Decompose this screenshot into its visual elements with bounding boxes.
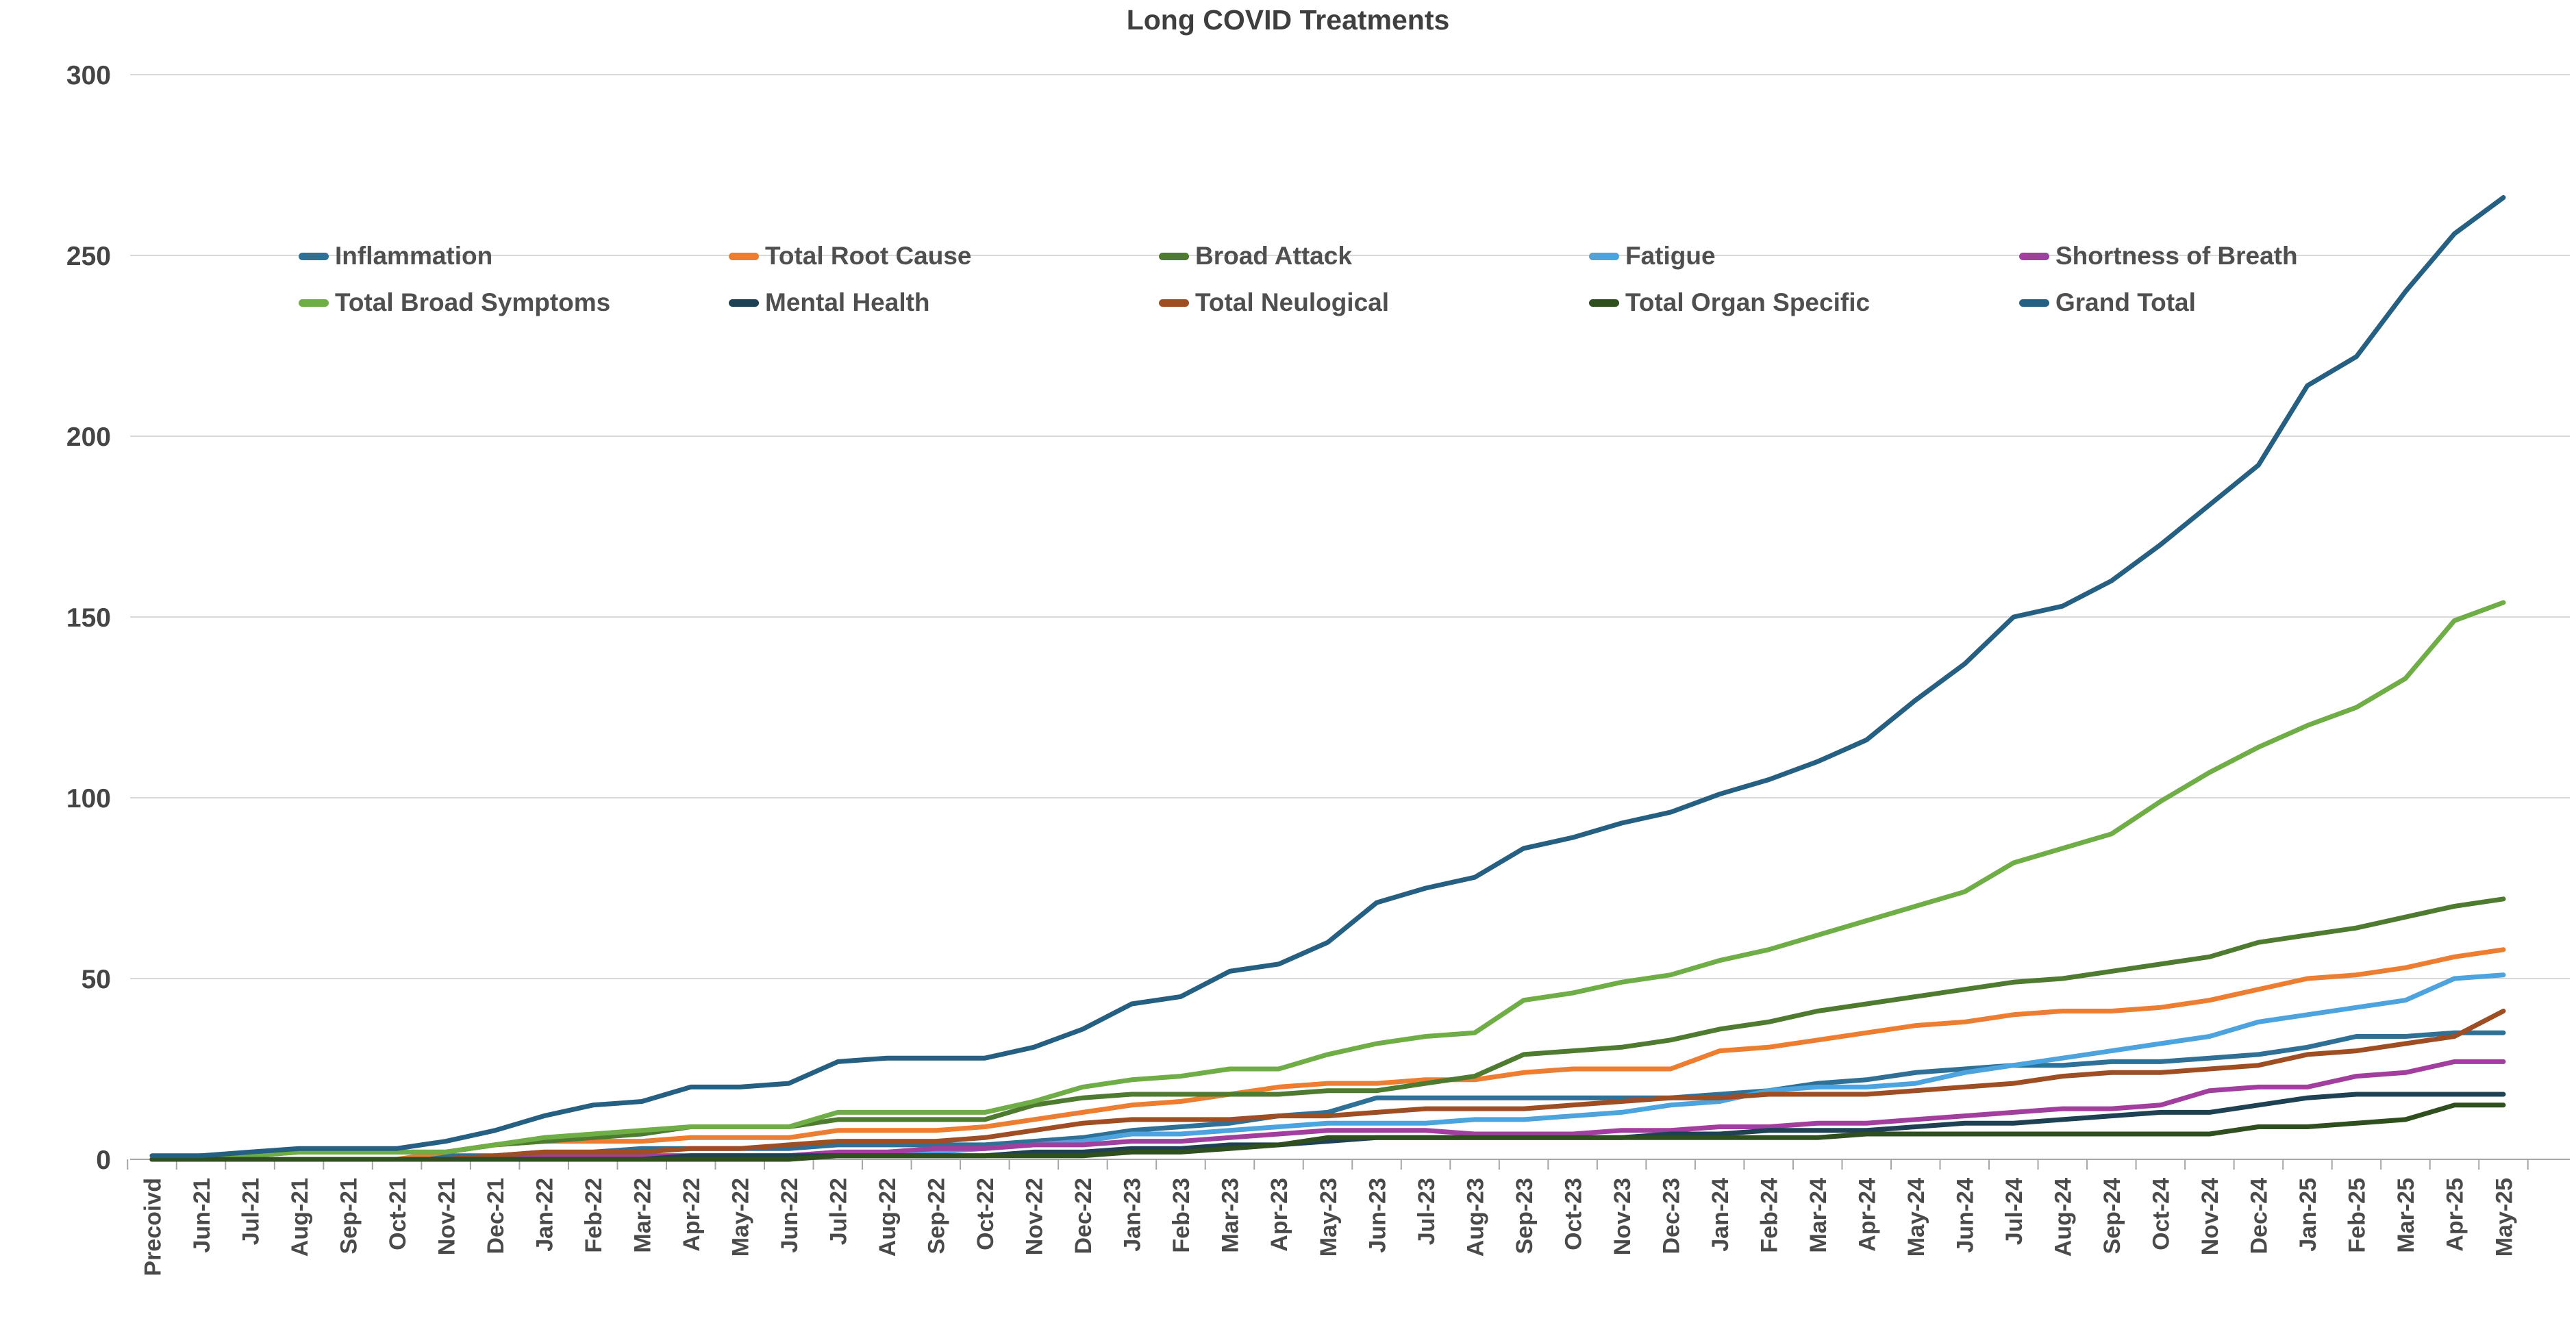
x-axis-tick-label: Jan-22 [532,1178,558,1252]
x-axis-tick-label: Oct-24 [2149,1178,2175,1250]
x-axis-tick-label: Sep-22 [924,1178,950,1255]
legend-label: Shortness of Breath [2055,242,2298,270]
x-axis-tick-label: Jan-23 [1120,1178,1146,1252]
legend-swatch-total-broad-symptoms [299,299,329,307]
legend-item-broad-attack: Broad Attack [1159,241,1589,271]
legend-item-mental-health: Mental Health [729,288,1159,318]
x-axis-tick-label: Nov-21 [434,1178,460,1255]
y-axis-tick-label: 50 [82,965,111,994]
x-axis-tick-label: Mar-23 [1218,1178,1244,1253]
x-axis-tick-label: May-22 [727,1178,753,1257]
x-axis-tick-label: Jan-24 [1708,1178,1734,1252]
x-axis-tick-label: Apr-25 [2442,1178,2468,1252]
x-axis-tick-label: Nov-24 [2197,1178,2223,1255]
chart-title: Long COVID Treatments [1126,4,1450,36]
x-axis-tick-label: Mar-25 [2393,1178,2419,1253]
legend-label: Total Neulogical [1195,288,1390,316]
x-axis-tick-label: Jun-22 [777,1178,803,1253]
x-axis-tick-label: Aug-23 [1462,1178,1488,1257]
legend-swatch-grand-total [2019,299,2049,307]
x-axis-tick-label: Mar-22 [629,1178,655,1253]
legend-item-grand-total: Grand Total [2019,288,2449,318]
x-axis-tick-label: Precoivd [140,1178,166,1276]
x-axis-tick-label: Jun-24 [1953,1178,1979,1253]
legend-item-total-root-cause: Total Root Cause [729,241,1159,271]
x-axis-tick-label: May-25 [2491,1178,2517,1257]
series-line-total-organ-specific [149,1102,2506,1162]
x-axis-tick-label: Nov-23 [1610,1178,1636,1255]
x-axis-tick-label: Oct-23 [1560,1178,1586,1250]
series-line-total-broad-symptoms [149,600,2506,1162]
x-axis-tick-label: Feb-24 [1756,1178,1782,1253]
x-axis-tick-label: Dec-23 [1658,1178,1684,1255]
legend-swatch-inflammation [299,252,329,260]
legend-item-fatigue: Fatigue [1589,241,2019,271]
x-axis-tick-label: Aug-22 [875,1178,901,1257]
y-axis-tick-label: 250 [66,242,111,271]
y-axis-tick-label: 150 [66,603,111,633]
legend-item-total-organ-specific: Total Organ Specific [1589,288,2019,318]
legend-label: Grand Total [2055,288,2196,316]
x-axis-tick-label: Jul-22 [826,1178,852,1245]
x-axis-tick-label: May-24 [1903,1178,1929,1257]
x-axis-tick-label: Feb-23 [1168,1178,1195,1253]
x-axis-tick-label: Jan-25 [2295,1178,2321,1252]
legend-swatch-total-neulogical [1159,299,1189,307]
legend-item-total-broad-symptoms: Total Broad Symptoms [299,288,729,318]
legend-swatch-total-root-cause [729,252,759,260]
legend-label: Mental Health [765,288,930,316]
x-axis-tick-label: Aug-21 [287,1178,313,1257]
y-axis-tick-label: 200 [66,423,111,452]
series-line-broad-attack [149,896,2506,1162]
legend-item-shortness-of-breath: Shortness of Breath [2019,241,2449,271]
legend: Inflammation Total Root Cause Broad Attack… [299,241,2449,318]
x-axis-tick-label: Feb-22 [581,1178,607,1253]
x-axis-tick-label: Dec-21 [483,1178,509,1255]
x-axis-tick-label: Jun-23 [1364,1178,1390,1253]
x-axis-tick-label: Oct-21 [385,1178,411,1250]
legend-swatch-broad-attack [1159,252,1189,260]
legend-label: Fatigue [1625,242,1716,270]
y-axis-tick-label: 300 [66,61,111,90]
legend-swatch-total-organ-specific [1589,299,1619,307]
y-axis-tick-label: 100 [66,784,111,814]
x-axis-tick-label: Dec-24 [2247,1178,2273,1255]
x-axis-tick-label: Aug-24 [2051,1178,2077,1257]
x-axis-tick-label: Sep-23 [1512,1178,1538,1255]
x-axis-tick-label: Jun-21 [189,1178,215,1253]
x-axis-tick-label: Apr-23 [1266,1178,1292,1252]
x-axis-tick-label: Apr-22 [679,1178,705,1252]
x-axis-tick-label: Jul-24 [2001,1178,2027,1245]
x-axis-tick-label: Apr-24 [1854,1178,1880,1252]
x-axis-tick-label: Jul-21 [238,1178,264,1245]
x-axis-tick-label: Nov-22 [1022,1178,1048,1255]
legend-swatch-shortness-of-breath [2019,252,2049,260]
x-axis-tick-label: Feb-25 [2344,1178,2371,1253]
x-axis-tick-label: Sep-21 [336,1178,362,1255]
legend-item-total-neulogical: Total Neulogical [1159,288,1589,318]
x-axis-tick-label: May-23 [1316,1178,1342,1257]
series-line-grand-total [149,195,2506,1159]
legend-swatch-fatigue [1589,252,1619,260]
legend-item-inflammation: Inflammation [299,241,729,271]
legend-label: Total Organ Specific [1625,288,1871,316]
legend-label: Total Root Cause [765,242,972,270]
legend-swatch-mental-health [729,299,759,307]
x-axis-tick-label: Jul-23 [1414,1178,1440,1245]
x-axis-tick-label: Dec-22 [1071,1178,1097,1255]
series-line-total-neulogical [149,1009,2506,1162]
legend-label: Broad Attack [1195,242,1352,270]
x-axis-tick-label: Oct-22 [973,1178,999,1250]
series-line-shortness-of-breath [149,1059,2506,1162]
x-axis-tick-label: Mar-24 [1805,1178,1831,1253]
legend-label: Inflammation [335,242,493,270]
legend-label: Total Broad Symptoms [335,288,611,316]
x-axis-tick-label: Sep-24 [2099,1178,2125,1255]
y-axis-tick-label: 0 [96,1146,111,1175]
